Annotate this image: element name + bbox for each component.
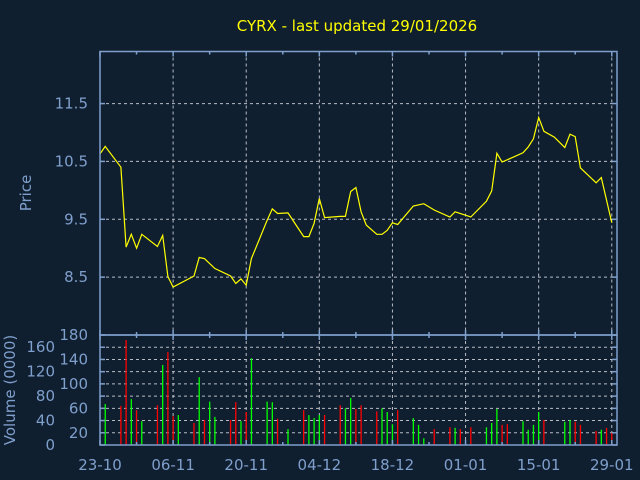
- volume-tick-label: 0: [45, 436, 55, 454]
- date-tick-label: 15-01: [517, 456, 561, 474]
- date-tick-label: 04-12: [298, 456, 342, 474]
- price-tick-label: 8.5: [64, 268, 88, 286]
- chart-title: CYRX - last updated 29/01/2026: [237, 17, 477, 35]
- volume-axis-label: Volume (0000): [1, 335, 19, 445]
- date-tick-label: 20-11: [224, 456, 268, 474]
- price-tick-label: 11.5: [55, 95, 88, 113]
- price-line: [99, 115, 613, 288]
- volume-plot-frame: [99, 334, 618, 446]
- date-tick-label: 18-12: [371, 456, 415, 474]
- price-tick-label: 10.5: [55, 152, 88, 170]
- volume-tick-label: 140: [59, 350, 88, 368]
- volume-tick-label: 20: [69, 424, 88, 442]
- price-plot-frame: [99, 50, 618, 336]
- date-tick-label: 01-01: [444, 456, 488, 474]
- date-tick-label: 23-10: [78, 456, 122, 474]
- volume-tick-label: 60: [69, 399, 88, 417]
- price-axis-label: Price: [17, 175, 35, 212]
- volume-tick-label: 80: [36, 387, 55, 405]
- plot-frames: [99, 50, 618, 446]
- volume-tick-label: 40: [36, 412, 55, 430]
- volume-tick-label: 180: [59, 326, 88, 344]
- date-tick-label: 06-11: [151, 456, 195, 474]
- volume-tick-label: 120: [26, 363, 55, 381]
- date-tick-label: 29-01: [590, 456, 634, 474]
- volume-tick-label: 100: [59, 375, 88, 393]
- price-tick-label: 9.5: [64, 210, 88, 228]
- price-line-group: [99, 115, 613, 288]
- volume-bars: [104, 339, 613, 445]
- volume-tick-label: 160: [26, 338, 55, 356]
- grid-lines: [100, 51, 617, 445]
